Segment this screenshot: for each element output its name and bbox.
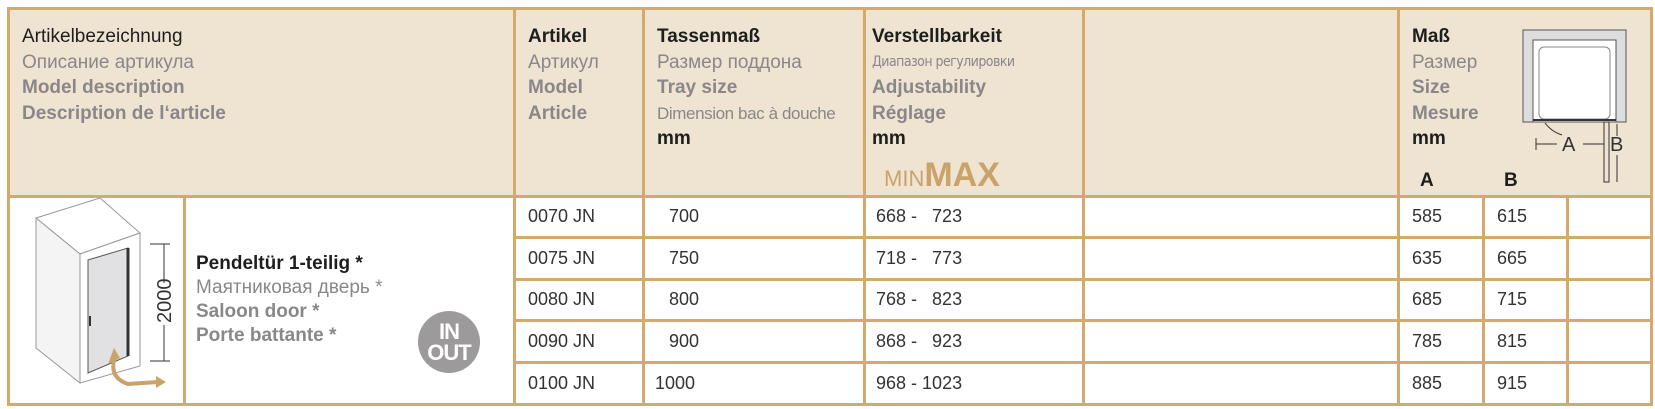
header-text: Описание артикула [22,51,194,73]
header-empty [1082,7,1401,198]
empty-cell [1082,277,1401,323]
header-text: Model description [22,77,185,98]
size-b-cell: 815 [1482,319,1570,364]
adjust-cell: 718 - 773 [863,236,1086,281]
header-adjustability: Verstellbarkeit Диапазон регулировки Adj… [863,7,1086,198]
article-cell: 0075 JN [513,236,646,281]
header-text: Verstellbarkeit [872,26,1002,47]
product-image: 2000 [7,194,186,406]
col-a-label: A [1420,170,1434,191]
empty-cell [1566,360,1654,406]
max-label: MAX [924,155,1000,194]
product-name-de: Pendeltür 1-teilig * [196,253,363,274]
header-description: Artikelbezeichnung Описание артикула Mod… [6,7,517,198]
product-name-fr: Porte battante * [196,325,337,346]
diagram-label-a: A [1562,134,1576,156]
table-row: 0090 JN 900 868 - 923 785 815 [9,319,1654,364]
header-text: Description de l‘article [22,102,226,124]
table-row: 0100 JN 1000 968 - 1023 885 915 [9,360,1654,406]
adjust-cell: 668 - 723 [863,194,1086,240]
size-a-cell: 685 [1397,277,1486,323]
tray-cell: 1000 [642,360,867,406]
header-text: Артикул [528,51,599,73]
header-text: Artikel [528,26,588,47]
table-row: 0080 JN 800 768 - 823 685 715 [9,277,1654,323]
header-text: mm [657,128,691,149]
header-size: Maß Размер Size Mesure mm A B [1397,7,1654,198]
product-description: Pendeltür 1-teilig * Маятниковая дверь *… [182,194,517,406]
product-table: Artikelbezeichnung Описание артикула Mod… [6,7,1654,406]
adjust-cell: 768 - 823 [863,277,1086,323]
min-label: MIN [884,165,925,191]
tray-cell: 700 [642,194,867,240]
height-label: 2000 [154,278,176,323]
article-cell: 0100 JN [513,360,646,406]
size-a-cell: 785 [1397,319,1486,364]
header-text: Réglage [872,102,946,124]
header-text: Article [528,102,588,124]
table-row: 0075 JN 750 718 - 773 635 665 [9,236,1654,281]
header-text: Tassenmaß [657,26,761,47]
adjust-cell: 968 - 1023 [863,360,1086,406]
size-b-cell: 615 [1482,194,1570,240]
col-b-label: B [1504,170,1518,191]
header-article: Artikel Артикул Model Article [513,7,646,198]
header-text: mm [1412,128,1446,149]
header-text: Dimension bac à douche [657,103,836,123]
size-b-cell: 915 [1482,360,1570,406]
in-out-badge: IN OUT [418,311,480,373]
article-cell: 0080 JN [513,277,646,323]
header-text: Maß [1412,26,1451,47]
header-text: Mesure [1412,102,1479,124]
tray-cell: 800 [642,277,867,323]
header-text: Tray size [657,77,738,98]
badge-in: IN [439,319,460,344]
diagram-label-b: B [1610,134,1623,156]
header-tray: Tassenmaß Размер поддона Tray size Dimen… [642,7,867,198]
badge-out: OUT [427,340,471,365]
empty-cell [1082,236,1401,281]
product-name-ru: Маятниковая дверь * [196,277,383,298]
header-text: Adjustability [872,77,987,98]
header-text: Model [528,77,583,98]
header-text: Artikelbezeichnung [22,26,183,47]
adjust-cell: 868 - 923 [863,319,1086,364]
empty-cell [1566,236,1654,281]
size-b-cell: 665 [1482,236,1570,281]
empty-cell [1566,319,1654,364]
empty-cell [1566,194,1654,240]
empty-cell [1566,277,1654,323]
header-text: Размер поддона [657,51,802,73]
product-name-en: Saloon door * [196,301,320,322]
tray-cell: 750 [642,236,867,281]
header-row: Artikelbezeichnung Описание артикула Mod… [6,7,1654,198]
empty-cell [1082,360,1401,406]
size-a-cell: 585 [1397,194,1486,240]
shower-door-illustration-icon: 2000 [34,196,178,388]
article-cell: 0090 JN [513,319,646,364]
header-text: Размер [1412,51,1478,73]
empty-cell [1082,319,1401,364]
header-text: Диапазон регулировки [872,53,1015,70]
header-text: mm [872,128,906,149]
header-text: Size [1412,77,1451,98]
minmax-logo: MINMAX [872,156,1082,195]
size-a-cell: 885 [1397,360,1486,406]
article-cell: 0070 JN [513,194,646,240]
table-row: 2000 Pendeltür 1-teilig * Маятниковая дв… [7,194,1654,406]
empty-cell [1082,194,1401,240]
size-diagram-icon: A B [1522,29,1627,183]
tray-cell: 900 [642,319,867,364]
size-a-cell: 635 [1397,236,1486,281]
size-b-cell: 715 [1482,277,1570,323]
